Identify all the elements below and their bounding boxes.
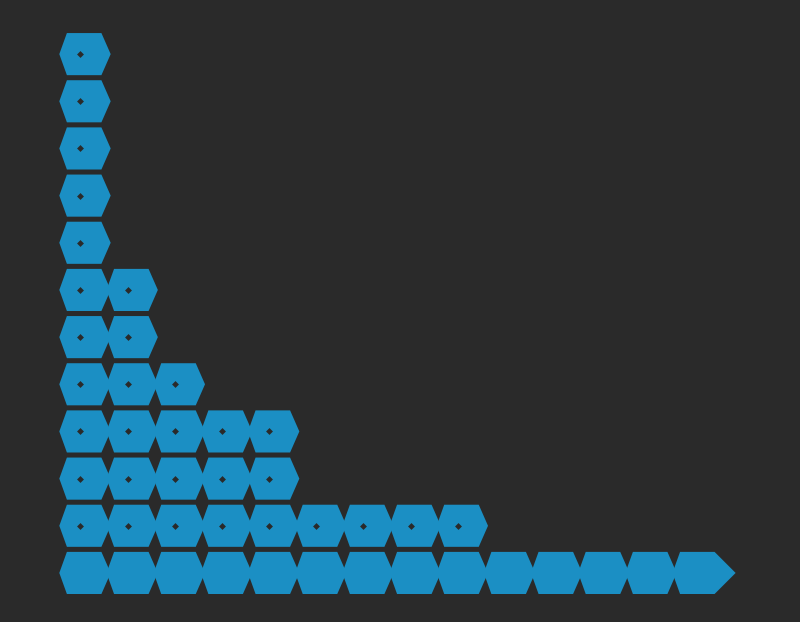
- Polygon shape: [342, 504, 394, 547]
- Polygon shape: [154, 552, 205, 594]
- Polygon shape: [59, 128, 110, 170]
- Polygon shape: [154, 411, 205, 452]
- Polygon shape: [59, 411, 110, 452]
- Polygon shape: [154, 504, 205, 547]
- Polygon shape: [201, 552, 252, 594]
- Polygon shape: [295, 552, 346, 594]
- Polygon shape: [578, 552, 630, 594]
- Polygon shape: [59, 33, 110, 75]
- Polygon shape: [626, 552, 677, 594]
- Polygon shape: [154, 458, 205, 499]
- Polygon shape: [59, 175, 110, 216]
- Polygon shape: [437, 504, 488, 547]
- Polygon shape: [248, 411, 299, 452]
- Polygon shape: [342, 552, 394, 594]
- Polygon shape: [106, 316, 158, 358]
- Polygon shape: [201, 411, 252, 452]
- Polygon shape: [59, 504, 110, 547]
- Polygon shape: [59, 316, 110, 358]
- Polygon shape: [106, 504, 158, 547]
- Polygon shape: [106, 411, 158, 452]
- Polygon shape: [154, 363, 205, 406]
- Polygon shape: [59, 458, 110, 499]
- Polygon shape: [106, 269, 158, 311]
- Polygon shape: [295, 504, 346, 547]
- Polygon shape: [106, 552, 158, 594]
- Polygon shape: [201, 504, 252, 547]
- Polygon shape: [59, 269, 110, 311]
- Polygon shape: [248, 552, 299, 594]
- Polygon shape: [59, 552, 110, 594]
- Polygon shape: [201, 458, 252, 499]
- Polygon shape: [531, 552, 582, 594]
- Polygon shape: [59, 363, 110, 406]
- Polygon shape: [390, 504, 441, 547]
- Polygon shape: [59, 80, 110, 123]
- Polygon shape: [437, 552, 488, 594]
- Polygon shape: [390, 552, 441, 594]
- Polygon shape: [484, 552, 535, 594]
- Polygon shape: [248, 458, 299, 499]
- Polygon shape: [59, 221, 110, 264]
- Polygon shape: [106, 458, 158, 499]
- Polygon shape: [673, 552, 736, 594]
- Polygon shape: [106, 363, 158, 406]
- Polygon shape: [248, 504, 299, 547]
